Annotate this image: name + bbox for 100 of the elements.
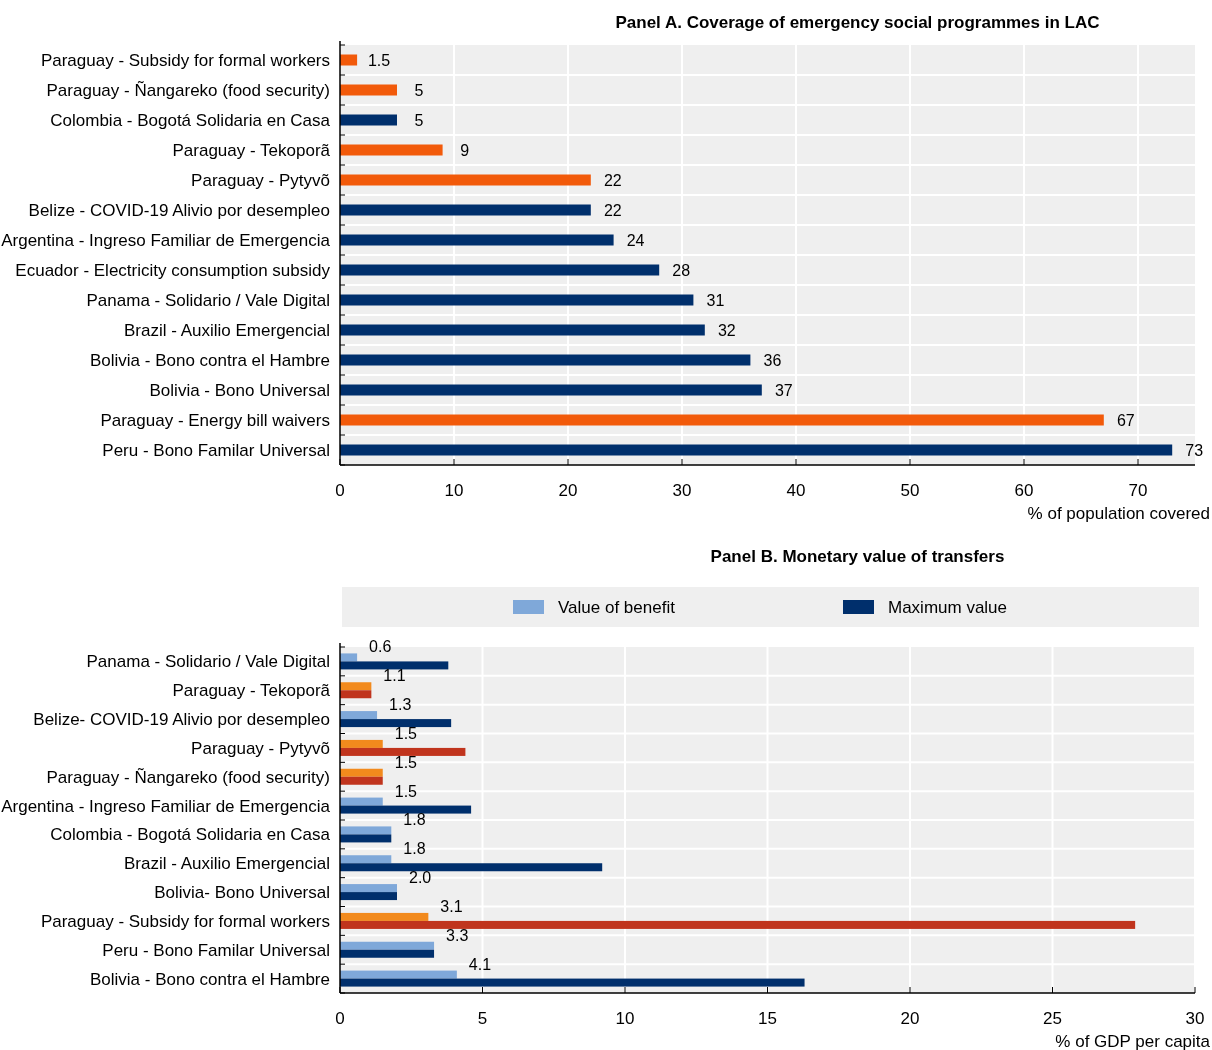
legend-label: Maximum value bbox=[888, 598, 1008, 617]
data-label: 22 bbox=[603, 172, 622, 189]
y-tick-label: Colombia - Bogotá Solidaria en Casa bbox=[50, 825, 331, 845]
data-label: 0.6 bbox=[369, 638, 392, 656]
data-label: 3.3 bbox=[446, 926, 469, 944]
bar bbox=[340, 114, 397, 126]
y-tick-label: Bolivia- Bono Universal bbox=[154, 883, 330, 903]
data-label: 1.1 bbox=[383, 667, 406, 685]
bar bbox=[340, 797, 383, 806]
legend-label: Value of benefit bbox=[558, 598, 676, 617]
data-label: 67 bbox=[1116, 412, 1135, 429]
bar bbox=[340, 690, 372, 699]
bar bbox=[340, 826, 392, 835]
x-tick-label: 70 bbox=[1128, 481, 1148, 500]
bar bbox=[340, 949, 435, 958]
y-tick-label: Paraguay - Tekoporã bbox=[172, 681, 331, 701]
y-tick-label: Colombia - Bogotá Solidaria en Casa bbox=[50, 111, 331, 130]
bar bbox=[340, 719, 452, 728]
y-tick-label: Brazil - Auxilio Emergencial bbox=[124, 854, 330, 874]
data-label: 1.5 bbox=[394, 753, 418, 771]
bar bbox=[340, 739, 383, 748]
x-tick-label: 25 bbox=[1043, 1009, 1062, 1028]
bar bbox=[340, 805, 472, 814]
bar bbox=[340, 384, 762, 396]
data-label: 31 bbox=[706, 292, 725, 309]
bar bbox=[340, 54, 358, 66]
data-label: 5 bbox=[414, 82, 424, 99]
y-tick-label: Paraguay - Tekoporã bbox=[172, 141, 331, 160]
data-label: 37 bbox=[774, 382, 793, 399]
x-axis-title: % of GDP per capita bbox=[1055, 1032, 1211, 1050]
x-tick-label: 40 bbox=[786, 481, 806, 500]
bar bbox=[340, 892, 397, 901]
data-label: 36 bbox=[763, 352, 782, 369]
y-tick-label: Bolivia - Bono contra el Hambre bbox=[89, 969, 330, 989]
bar bbox=[340, 661, 449, 670]
bar bbox=[340, 855, 392, 864]
data-label: 1.8 bbox=[403, 840, 426, 858]
data-label: 1.5 bbox=[367, 52, 391, 69]
y-tick-label: Panama - Solidario / Vale Digital bbox=[86, 652, 330, 672]
y-tick-label: Belize- COVID-19 Alivio por desempleo bbox=[33, 710, 330, 730]
bar bbox=[340, 834, 392, 843]
bar bbox=[340, 144, 443, 156]
data-label: 1.5 bbox=[394, 782, 418, 800]
bar bbox=[340, 294, 694, 306]
x-tick-label: 50 bbox=[900, 481, 920, 500]
x-tick-label: 10 bbox=[615, 1009, 635, 1028]
bar bbox=[340, 863, 603, 872]
y-tick-label: Paraguay - Energy bill waivers bbox=[100, 411, 330, 430]
bar bbox=[340, 204, 591, 216]
bar bbox=[340, 920, 1136, 929]
data-label: 5 bbox=[414, 112, 424, 129]
x-tick-label: 30 bbox=[672, 481, 692, 500]
x-tick-label: 60 bbox=[1014, 481, 1034, 500]
bar bbox=[340, 354, 751, 366]
bar bbox=[340, 941, 435, 950]
data-label: 2.0 bbox=[409, 869, 432, 887]
data-label: 32 bbox=[717, 322, 736, 339]
data-label: 1.8 bbox=[403, 811, 426, 829]
y-tick-label: Ecuador - Electricity consumption subsidy bbox=[15, 261, 331, 280]
bar bbox=[340, 884, 397, 893]
y-tick-label: Bolivia - Bono Universal bbox=[149, 381, 330, 400]
data-label: 9 bbox=[460, 142, 470, 159]
data-label: 3.1 bbox=[440, 897, 463, 915]
y-tick-label: Paraguay - Pytyvõ bbox=[191, 171, 330, 190]
x-tick-label: 5 bbox=[477, 1009, 488, 1028]
bar bbox=[340, 912, 429, 921]
y-tick-label: Paraguay - Pytyvõ bbox=[191, 738, 330, 758]
data-label: 28 bbox=[672, 262, 691, 279]
x-tick-label: 0 bbox=[335, 1009, 345, 1028]
bar bbox=[340, 970, 457, 979]
bar bbox=[340, 324, 705, 336]
bar bbox=[340, 84, 397, 96]
data-label: 73 bbox=[1185, 442, 1204, 459]
y-tick-label: Paraguay - Ñangareko (food security) bbox=[46, 767, 330, 787]
y-tick-label: Paraguay - Subsidy for formal workers bbox=[40, 911, 330, 931]
chart-title: Panel A. Coverage of emergency social programmes in LAC bbox=[615, 13, 1100, 32]
y-tick-label: Paraguay - Subsidy for formal workers bbox=[40, 51, 330, 70]
x-axis-title: % of population covered bbox=[1027, 504, 1210, 523]
y-tick-label: Argentina - Ingreso Familiar de Emergencia bbox=[1, 231, 331, 250]
y-tick-label: Paraguay - Ñangareko (food security) bbox=[46, 81, 330, 100]
bar bbox=[340, 174, 591, 186]
bar bbox=[340, 234, 614, 246]
bar bbox=[340, 747, 466, 756]
x-tick-label: 15 bbox=[758, 1009, 777, 1028]
bar bbox=[340, 444, 1173, 456]
data-label: 4.1 bbox=[468, 955, 492, 973]
x-tick-label: 10 bbox=[444, 481, 464, 500]
data-label: 1.5 bbox=[394, 724, 418, 742]
data-label: 1.3 bbox=[389, 696, 412, 714]
bar bbox=[340, 264, 660, 276]
x-tick-label: 20 bbox=[558, 481, 578, 500]
y-tick-label: Peru - Bono Familar Universal bbox=[102, 940, 330, 960]
data-label: 22 bbox=[603, 202, 622, 219]
bar bbox=[340, 653, 358, 662]
chart-title: Panel B. Monetary value of transfers bbox=[710, 547, 1005, 566]
y-tick-label: Bolivia - Bono contra el Hambre bbox=[89, 351, 330, 370]
y-tick-label: Belize - COVID-19 Alivio por desempleo bbox=[28, 201, 330, 220]
y-tick-label: Argentina - Ingreso Familiar de Emergencia bbox=[1, 796, 331, 816]
bar bbox=[340, 978, 805, 987]
data-label: 24 bbox=[626, 232, 645, 249]
